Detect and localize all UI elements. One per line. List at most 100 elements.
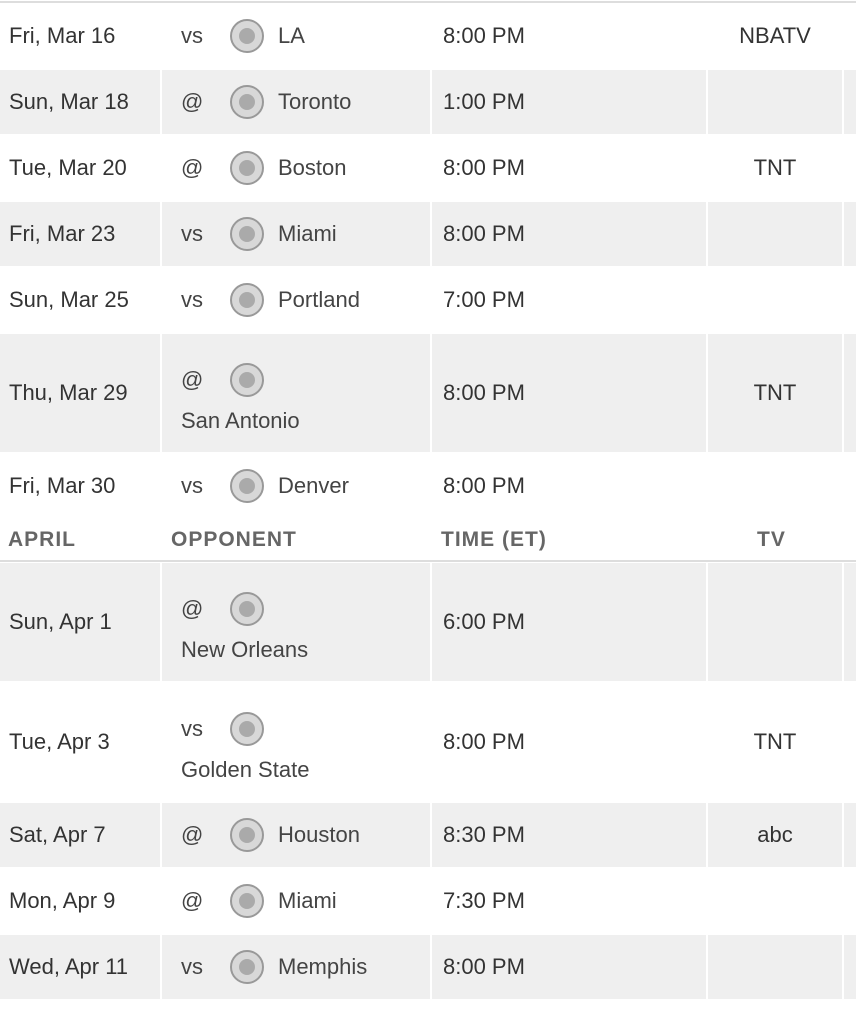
opponent-cell: @ Miami bbox=[162, 869, 430, 933]
tv-cell: TNT bbox=[708, 683, 842, 801]
game-site: @ bbox=[181, 888, 204, 913]
team-logo bbox=[230, 592, 264, 626]
date-cell: Sun, Apr 1 bbox=[0, 563, 160, 681]
game-date: Sat, Apr 7 bbox=[9, 822, 106, 847]
team-logo bbox=[230, 950, 264, 984]
date-cell: Fri, Mar 30 bbox=[0, 454, 160, 518]
date-cell: Sun, Mar 18 bbox=[0, 70, 160, 134]
tv-network: TNT bbox=[753, 155, 797, 180]
time-cell: 8:00 PM bbox=[432, 454, 706, 518]
opponent-name: San Antonio bbox=[181, 408, 300, 433]
date-cell: Fri, Mar 23 bbox=[0, 202, 160, 266]
opponent-name: Golden State bbox=[181, 757, 310, 782]
team-logo bbox=[230, 19, 264, 53]
game-date: Mon, Apr 9 bbox=[9, 888, 116, 913]
tv-cell bbox=[708, 563, 842, 681]
time-cell: 8:30 PM bbox=[432, 803, 706, 867]
extra-cell bbox=[844, 563, 856, 681]
game-time: 7:30 PM bbox=[443, 888, 525, 913]
game-time: 8:00 PM bbox=[443, 380, 525, 405]
tv-network: NBATV bbox=[739, 23, 811, 48]
game-time: 1:00 PM bbox=[443, 89, 525, 114]
team-logo bbox=[230, 151, 264, 185]
time-cell: 8:00 PM bbox=[432, 136, 706, 200]
game-date: Tue, Mar 20 bbox=[9, 155, 127, 180]
tv-cell bbox=[708, 454, 842, 518]
opponent-cell: @ New Orleans bbox=[162, 563, 430, 681]
date-cell: Tue, Mar 20 bbox=[0, 136, 160, 200]
header-opponent: OPPONENT bbox=[171, 528, 297, 551]
opponent-name: New Orleans bbox=[181, 637, 309, 662]
game-date: Sun, Apr 1 bbox=[9, 609, 112, 634]
time-cell: 8:00 PM bbox=[432, 334, 706, 452]
team-logo bbox=[230, 217, 264, 251]
game-time: 8:00 PM bbox=[443, 473, 525, 498]
time-cell: 8:00 PM bbox=[432, 683, 706, 801]
tv-cell bbox=[708, 268, 842, 332]
date-cell: Wed, Apr 11 bbox=[0, 935, 160, 999]
game-time: 6:00 PM bbox=[443, 609, 525, 634]
tv-cell bbox=[708, 935, 842, 999]
extra-cell bbox=[844, 268, 856, 332]
game-site: @ bbox=[181, 367, 204, 392]
time-cell: 8:00 PM bbox=[432, 202, 706, 266]
game-time: 8:00 PM bbox=[443, 729, 525, 754]
opponent-name: Memphis bbox=[278, 954, 368, 979]
tv-cell bbox=[708, 202, 842, 266]
header-tv: TV bbox=[757, 528, 786, 551]
game-date: Fri, Mar 16 bbox=[9, 23, 116, 48]
team-logo bbox=[230, 469, 264, 503]
opponent-cell: vs LA bbox=[162, 4, 430, 68]
tv-cell: NBATV bbox=[708, 4, 842, 68]
time-cell: 7:30 PM bbox=[432, 869, 706, 933]
tv-network: abc bbox=[757, 822, 793, 847]
opponent-name: Houston bbox=[278, 822, 360, 847]
date-cell: Sun, Mar 25 bbox=[0, 268, 160, 332]
game-site: vs bbox=[181, 716, 203, 741]
header-time: TIME (ET) bbox=[441, 528, 547, 551]
tv-cell bbox=[708, 869, 842, 933]
team-logo bbox=[230, 283, 264, 317]
time-cell: 1:00 PM bbox=[432, 70, 706, 134]
date-cell: Mon, Apr 9 bbox=[0, 869, 160, 933]
extra-cell bbox=[844, 70, 856, 134]
opponent-cell: vs Memphis bbox=[162, 935, 430, 999]
extra-cell bbox=[844, 202, 856, 266]
date-cell: Tue, Apr 3 bbox=[0, 683, 160, 801]
game-time: 8:00 PM bbox=[443, 23, 525, 48]
game-site: vs bbox=[181, 23, 203, 48]
top-rule bbox=[0, 1, 856, 3]
game-time: 8:00 PM bbox=[443, 155, 525, 180]
team-logo bbox=[230, 818, 264, 852]
game-date: Sun, Mar 25 bbox=[9, 287, 129, 312]
extra-cell bbox=[844, 935, 856, 999]
opponent-name: Denver bbox=[278, 473, 349, 498]
opponent-name: Miami bbox=[278, 888, 337, 913]
opponent-name: Boston bbox=[278, 155, 347, 180]
team-logo bbox=[230, 712, 264, 746]
game-site: @ bbox=[181, 596, 204, 621]
game-site: vs bbox=[181, 954, 203, 979]
tv-cell bbox=[708, 70, 842, 134]
game-site: vs bbox=[181, 221, 203, 246]
game-time: 7:00 PM bbox=[443, 287, 525, 312]
opponent-name: Toronto bbox=[278, 89, 352, 114]
game-date: Sun, Mar 18 bbox=[9, 89, 129, 114]
extra-cell bbox=[844, 683, 856, 801]
game-date: Wed, Apr 11 bbox=[9, 954, 129, 979]
game-site: @ bbox=[181, 822, 204, 847]
extra-cell bbox=[844, 4, 856, 68]
game-date: Fri, Mar 23 bbox=[9, 221, 116, 246]
game-date: Fri, Mar 30 bbox=[9, 473, 116, 498]
time-cell: 7:00 PM bbox=[432, 268, 706, 332]
opponent-top: vs bbox=[181, 701, 266, 757]
opponent-cell: vs Golden State bbox=[162, 683, 430, 801]
extra-cell bbox=[844, 334, 856, 452]
game-date: Thu, Mar 29 bbox=[9, 380, 128, 405]
date-cell: Fri, Mar 16 bbox=[0, 4, 160, 68]
team-logo bbox=[230, 884, 264, 918]
game-site: vs bbox=[181, 287, 203, 312]
opponent-cell: @ Toronto bbox=[162, 70, 430, 134]
time-cell: 8:00 PM bbox=[432, 935, 706, 999]
game-date: Tue, Apr 3 bbox=[9, 729, 110, 754]
